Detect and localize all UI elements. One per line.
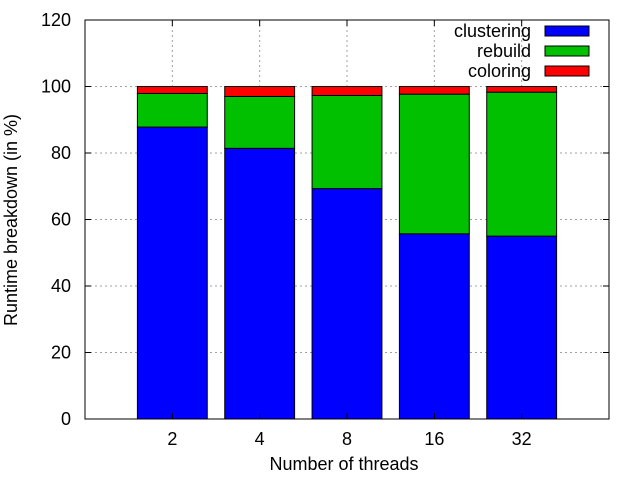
bar-clustering-8 — [311, 188, 383, 420]
x-tick-label: 4 — [255, 429, 265, 449]
bar-coloring-32 — [486, 86, 558, 93]
legend-swatch-clustering — [544, 25, 590, 37]
x-tick-label: 32 — [512, 429, 532, 449]
bar-rebuild-16 — [398, 93, 470, 235]
bar-clustering-2 — [136, 126, 208, 420]
bar-coloring-8 — [311, 86, 383, 96]
bar-coloring-2 — [136, 86, 208, 94]
x-axis-title: Number of threads — [269, 454, 418, 474]
axis-ticks: 0 20 40 60 80 100 120 2 4 8 16 32 — [41, 10, 609, 449]
y-tick-label: 0 — [61, 409, 71, 429]
bars — [136, 86, 558, 420]
bar-clustering-32 — [486, 235, 558, 420]
y-tick-label: 20 — [51, 343, 71, 363]
bar-rebuild-4 — [224, 95, 296, 149]
y-axis-title: Runtime breakdown (in %) — [1, 114, 21, 326]
x-tick-label: 16 — [424, 429, 444, 449]
bar-coloring-16 — [398, 86, 470, 95]
x-tick-label: 2 — [167, 429, 177, 449]
y-tick-label: 40 — [51, 276, 71, 296]
bar-coloring-4 — [224, 86, 296, 97]
y-tick-label: 60 — [51, 210, 71, 230]
y-tick-label: 80 — [51, 143, 71, 163]
legend-label-coloring: coloring — [468, 61, 531, 81]
x-tick-label: 8 — [342, 429, 352, 449]
y-tick-label: 120 — [41, 10, 71, 30]
bar-clustering-4 — [224, 147, 296, 420]
y-tick-label: 100 — [41, 77, 71, 97]
bar-rebuild-32 — [486, 91, 558, 237]
legend-swatch-rebuild — [544, 45, 590, 57]
bar-rebuild-2 — [136, 92, 208, 128]
bar-clustering-16 — [398, 233, 470, 420]
legend-label-rebuild: rebuild — [477, 41, 531, 61]
legend-label-clustering: clustering — [454, 21, 531, 41]
legend-swatch-coloring — [544, 65, 590, 77]
bar-rebuild-8 — [311, 94, 383, 190]
